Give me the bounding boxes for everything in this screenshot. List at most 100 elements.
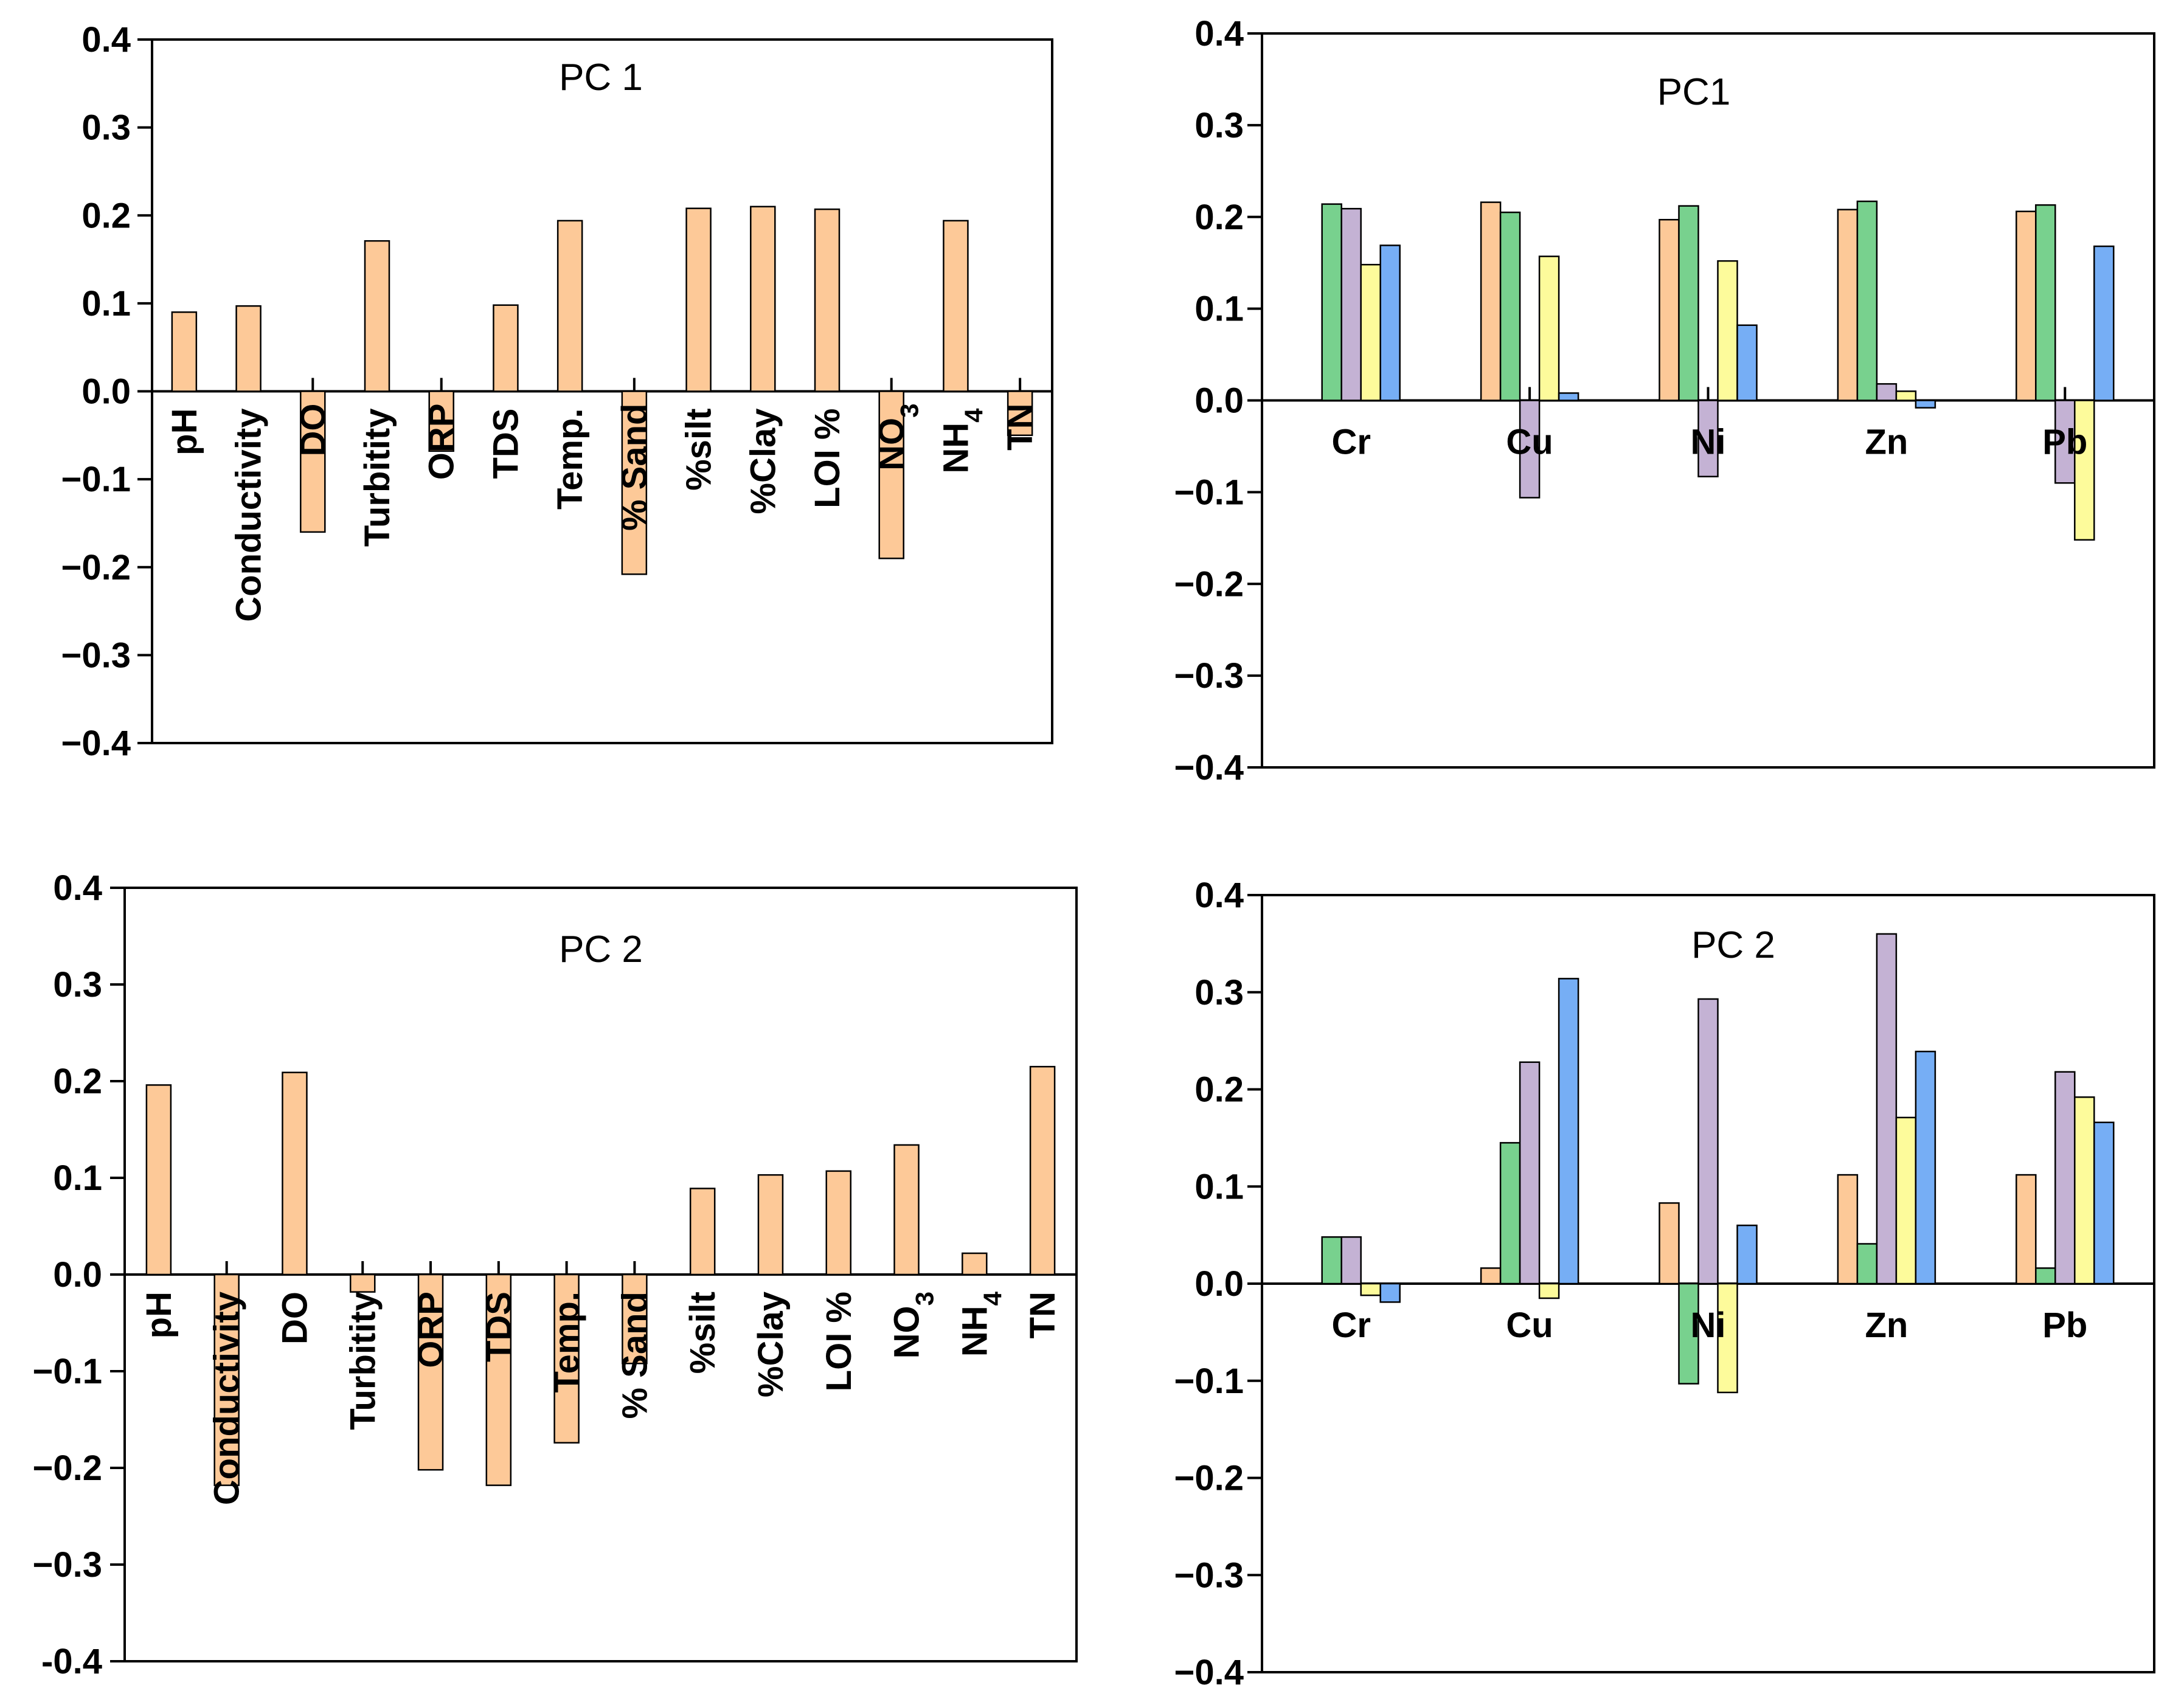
category-label: Ni xyxy=(1691,423,1726,462)
category-label: TN xyxy=(1000,404,1040,451)
y-tick-label: 0.2 xyxy=(81,196,131,235)
category-label: ORP xyxy=(411,1292,451,1368)
chart-pc1-metals: 0.4 0.3 0.2 0.1 0.0 −0.1 −0.2 −0.3 −0.4 Cr Cu Ni Zn P… xyxy=(1174,14,2155,787)
category-label: % Sand xyxy=(615,1292,654,1419)
category-label: Zn xyxy=(1865,423,1908,462)
bar-silt xyxy=(689,1188,716,1276)
y-tick-label: −0.1 xyxy=(33,1352,103,1391)
bar-zn-series-1 xyxy=(1837,1174,1859,1285)
bar-cu-series-5 xyxy=(1558,392,1579,401)
bar-cu-series-1 xyxy=(1480,201,1502,401)
bar-do xyxy=(300,390,326,533)
category-label: ORP xyxy=(422,404,462,480)
category-label: Zn xyxy=(1865,1306,1908,1345)
bar-ni-series-5 xyxy=(1736,1224,1758,1285)
y-tick-label: 0.1 xyxy=(53,1158,102,1198)
bar-pb-series-4 xyxy=(2074,1096,2095,1285)
y-tick-label: 0.1 xyxy=(81,284,131,323)
bar-zn-series-5 xyxy=(1915,1050,1936,1285)
bar-no3 xyxy=(878,390,904,559)
chart-title: PC 2 xyxy=(1691,924,1775,966)
bar-nh4 xyxy=(962,1252,988,1276)
bar-pb-series-2 xyxy=(2035,1267,2056,1285)
bar-pb-series-1 xyxy=(2016,210,2037,401)
y-tick-label: −0.3 xyxy=(1174,656,1244,696)
bar-pb-series-3 xyxy=(2054,1071,2076,1285)
bar-ph xyxy=(145,1084,172,1276)
category-label: % Sand xyxy=(615,404,654,531)
bar-zn-series-1 xyxy=(1837,209,1859,401)
y-tick-label: 0.0 xyxy=(1194,1264,1244,1304)
bar-cr-series-3 xyxy=(1340,1236,1362,1285)
y-tick-label: 0.2 xyxy=(1194,1070,1244,1110)
y-tick-label: −0.2 xyxy=(61,548,131,587)
category-label: NH4 xyxy=(955,1291,1007,1357)
bar-sand xyxy=(621,390,648,575)
chart-pc2-params: 0.4 0.3 0.2 0.1 0.0 −0.1 −0.2 −0.3 -0.4 pH Conduct… xyxy=(33,868,1078,1681)
chart-title: PC1 xyxy=(1657,71,1731,113)
category-label: Temp. xyxy=(550,408,590,510)
bar-cu-series-3 xyxy=(1519,1061,1541,1285)
bar-pb-series-5 xyxy=(2093,245,2115,401)
chart-title: PC 2 xyxy=(559,929,643,970)
y-tick-label: −0.2 xyxy=(33,1448,103,1488)
bar-cr-series-4 xyxy=(1360,263,1381,401)
bar-nh4 xyxy=(943,220,969,392)
category-label: Pb xyxy=(2042,423,2087,462)
category-label: Pb xyxy=(2042,1306,2087,1345)
bar-ni-series-1 xyxy=(1659,219,1680,401)
y-tick-label: −0.2 xyxy=(1174,1459,1244,1498)
bar-conductivity xyxy=(213,1273,240,1486)
y-tick-label: 0.3 xyxy=(53,965,102,1005)
bar-cr-series-4 xyxy=(1360,1282,1381,1296)
y-tick-label: −0.4 xyxy=(1174,1653,1244,1692)
bar-zn-series-5 xyxy=(1915,400,1936,409)
y-tick-label: 0.4 xyxy=(53,868,102,908)
category-label: pH xyxy=(139,1292,179,1338)
bar-tds xyxy=(485,1273,512,1486)
bar-ni-series-4 xyxy=(1717,1282,1738,1394)
category-label: TN xyxy=(1023,1292,1063,1338)
category-label: Cu xyxy=(1506,1306,1553,1345)
bar-cu-series-3 xyxy=(1519,400,1541,499)
category-label: %silt xyxy=(683,1292,723,1374)
bar-zn-series-2 xyxy=(1856,200,1878,401)
bar-turbitity xyxy=(350,1273,376,1293)
bar-ni-series-3 xyxy=(1697,400,1719,477)
y-tick-label: 0.3 xyxy=(1194,973,1244,1012)
category-label: Cu xyxy=(1506,423,1553,462)
category-label: Ni xyxy=(1691,1306,1726,1345)
y-tick-label: −0.1 xyxy=(1174,472,1244,512)
bar-tn xyxy=(1029,1065,1056,1276)
bar-pb-series-5 xyxy=(2093,1121,2115,1285)
bar-orp xyxy=(428,390,454,452)
y-tick-label: 0.2 xyxy=(1194,198,1244,237)
bar-ni-series-4 xyxy=(1717,260,1738,401)
category-label: %Clay xyxy=(751,1292,791,1397)
category-label: DO xyxy=(275,1292,314,1344)
category-label: Conductivity xyxy=(229,409,269,622)
bar-orp xyxy=(417,1273,444,1471)
bar-pb-series-3 xyxy=(2054,400,2076,484)
bar-ni-series-2 xyxy=(1678,1282,1699,1385)
category-label: Cr xyxy=(1331,423,1370,462)
bar-loi xyxy=(814,208,841,392)
category-label: %Clay xyxy=(743,409,783,514)
y-tick-label: −0.4 xyxy=(61,724,131,763)
bar-cr-series-3 xyxy=(1340,207,1362,401)
y-tick-label: 0.0 xyxy=(81,372,131,412)
bar-cr-series-2 xyxy=(1321,203,1342,401)
y-tick-label: 0.3 xyxy=(81,108,131,148)
y-tick-label: 0.3 xyxy=(1194,106,1244,145)
bar-cu-series-2 xyxy=(1499,1142,1521,1285)
category-label: DO xyxy=(293,404,333,457)
category-label: LOI % xyxy=(819,1292,859,1391)
bar-cr-series-5 xyxy=(1379,244,1401,401)
bar-conductivity xyxy=(235,305,262,392)
y-tick-label: 0.0 xyxy=(1194,381,1244,421)
category-label: pH xyxy=(165,409,204,455)
chart-title: PC 1 xyxy=(559,57,643,99)
y-tick-label: -0.4 xyxy=(41,1642,102,1681)
bar-clay xyxy=(750,206,776,392)
